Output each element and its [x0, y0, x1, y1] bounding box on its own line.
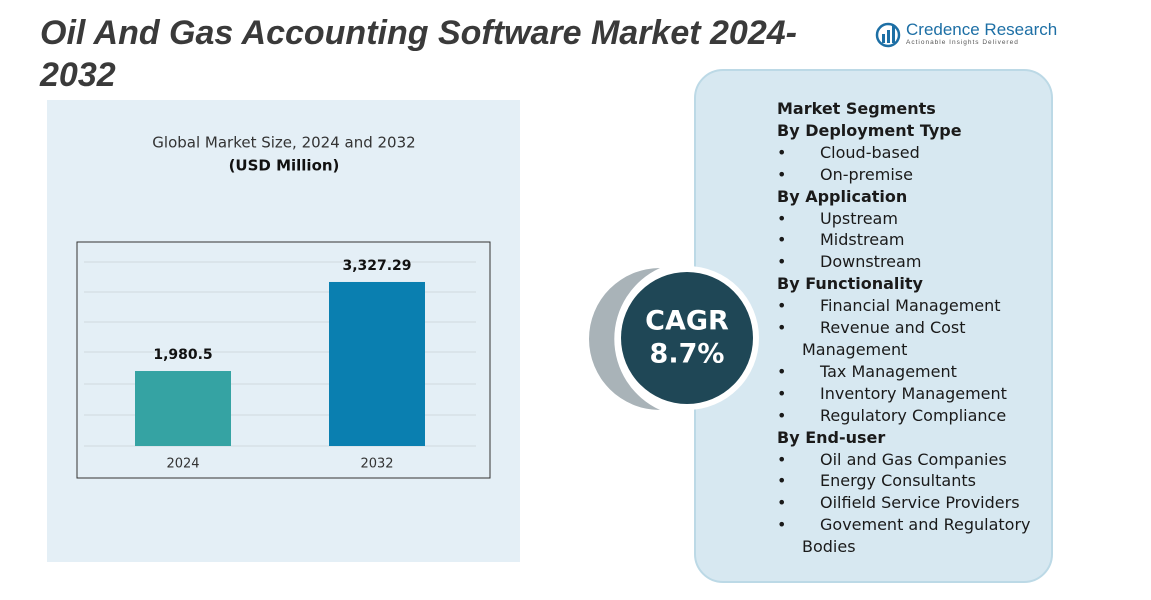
chart-panel [47, 100, 520, 562]
cagr-value: 8.7% [650, 339, 725, 370]
segments-list: Market Segments By Deployment TypeCloud-… [777, 98, 1045, 558]
chart-subtitle: (USD Million) [229, 157, 340, 175]
x-tick-label: 2032 [360, 457, 393, 472]
x-tick-label: 2024 [166, 457, 199, 472]
logo-tagline: Actionable Insights Delivered [906, 39, 1019, 46]
value-label: 3,327.29 [342, 258, 411, 274]
page-title: Oil And Gas Accounting Software Market 2… [40, 14, 797, 94]
cagr-label: CAGR [645, 306, 729, 337]
segment-item: Regulatory Compliance [777, 405, 1045, 427]
segment-item: Inventory Management [777, 383, 1045, 405]
bar [135, 371, 231, 446]
segment-item: Upstream [777, 208, 1045, 230]
logo-icon [875, 22, 901, 48]
segment-item: Energy Consultants [777, 470, 1045, 492]
chart-title: Global Market Size, 2024 and 2032 [152, 134, 415, 152]
chart-frame [76, 241, 491, 479]
value-label: 1,980.5 [153, 347, 212, 363]
segment-item: Oilfield Service Providers [777, 492, 1045, 514]
segment-item: Govement and Regulatory Bodies [777, 514, 1045, 558]
segment-item: Cloud-based [777, 142, 1045, 164]
bar [329, 281, 425, 446]
segment-item: Financial Management [777, 295, 1045, 317]
segment-heading: By Deployment Type [777, 120, 962, 140]
cagr-ring [589, 268, 660, 410]
segment-heading: By End-user [777, 427, 886, 447]
segment-heading: By Application [777, 186, 908, 206]
segment-item: Revenue and Cost Management [777, 317, 1045, 361]
logo-text: Credence Research [906, 20, 1058, 39]
segments-title: Market Segments [777, 99, 936, 118]
segment-item: Oil and Gas Companies [777, 449, 1045, 471]
segment-item: Midstream [777, 229, 1045, 251]
segment-heading: By Functionality [777, 274, 923, 294]
cagr-circle [621, 272, 753, 404]
segment-item: On-premise [777, 164, 1045, 186]
segment-item: Tax Management [777, 361, 1045, 383]
segment-item: Downstream [777, 251, 1045, 273]
